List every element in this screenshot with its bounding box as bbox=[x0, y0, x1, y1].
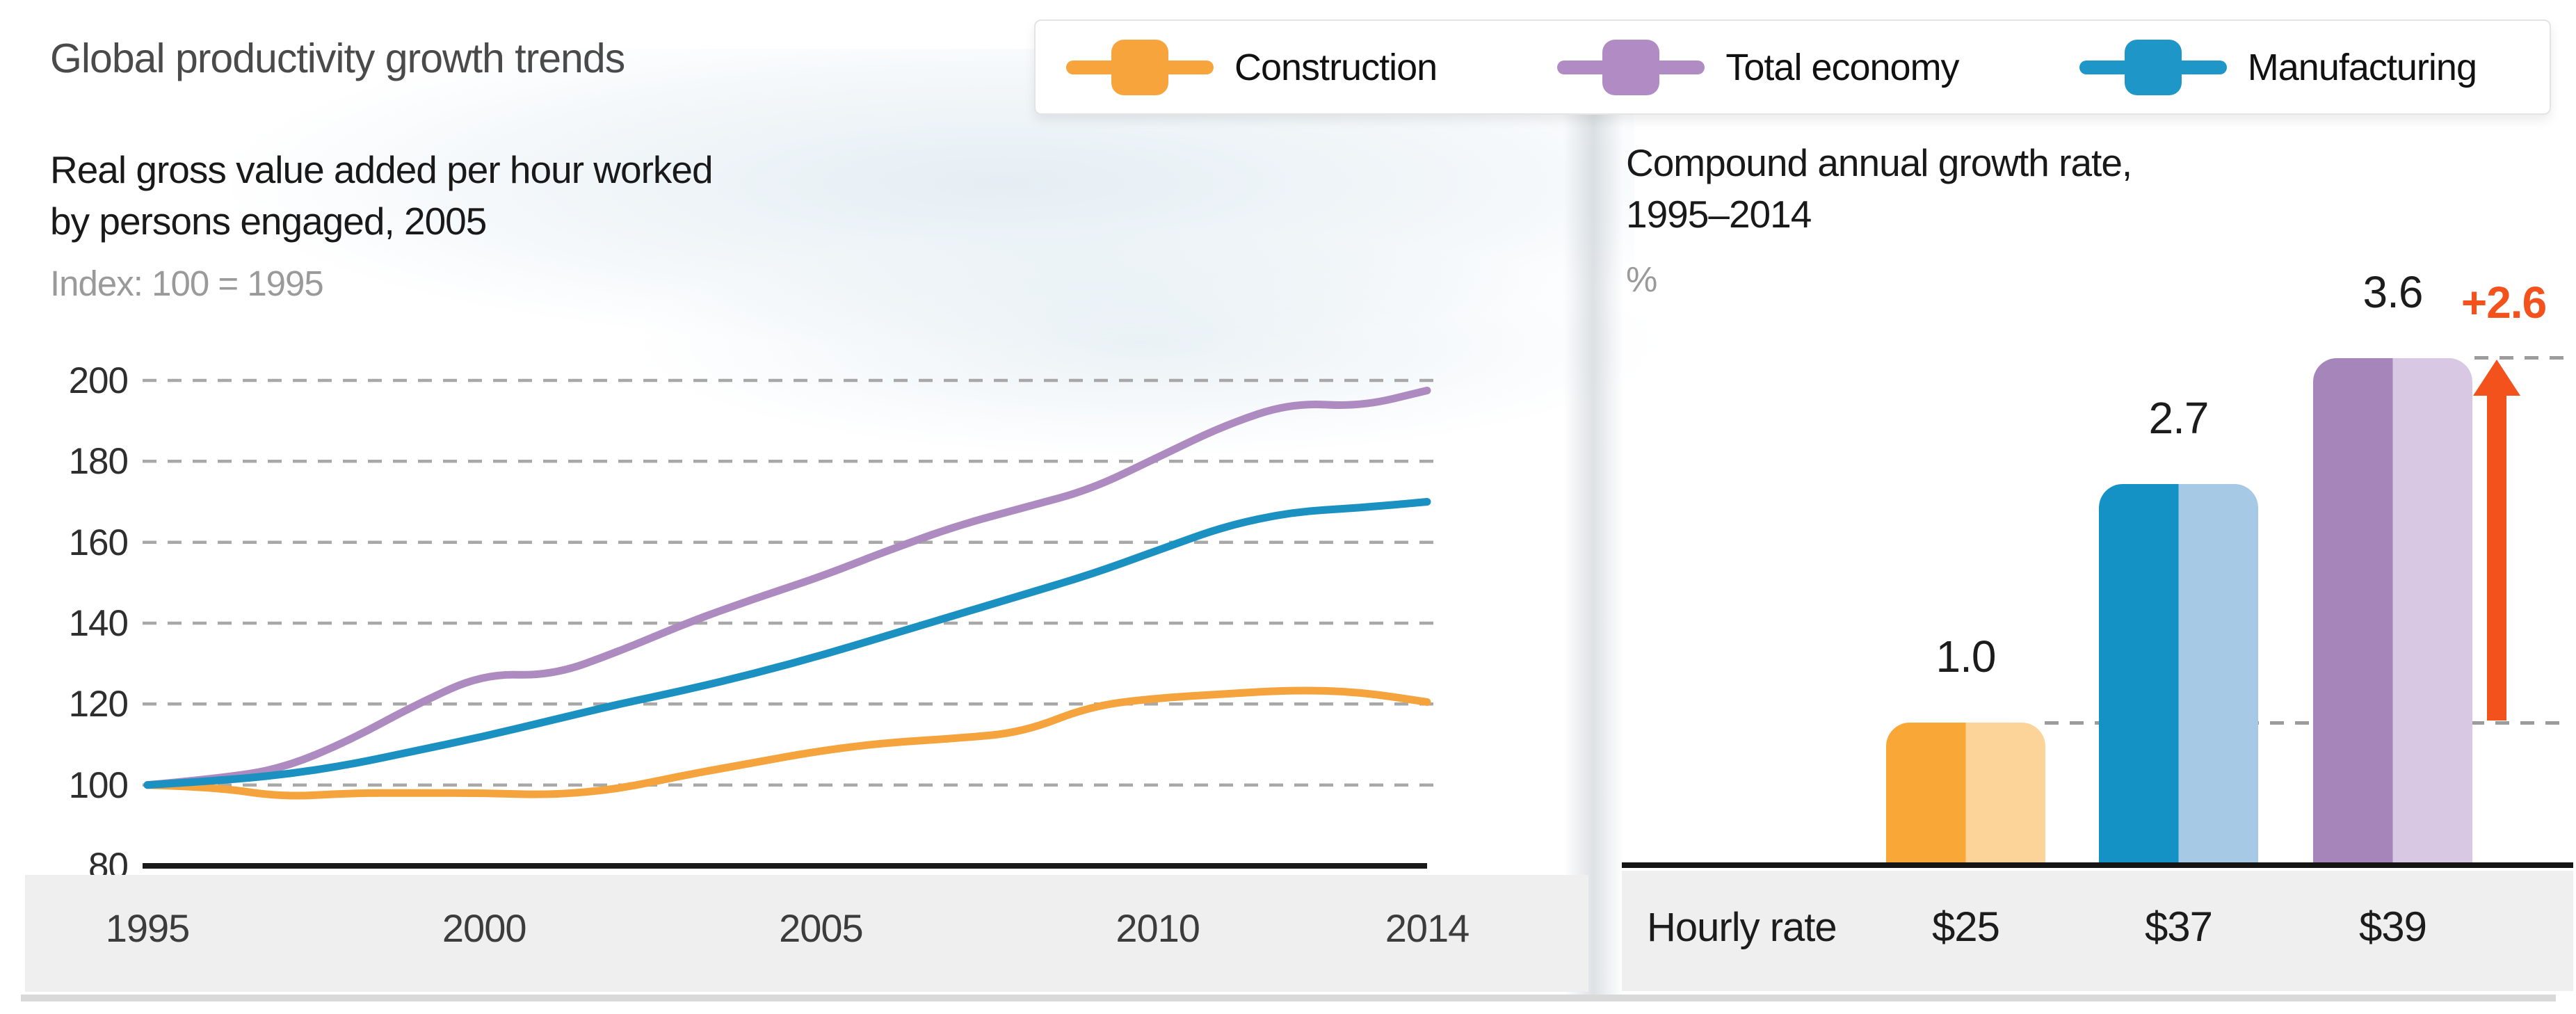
y-axis-label-180: 180 bbox=[68, 441, 129, 483]
x-axis-label-2005: 2005 bbox=[779, 906, 864, 950]
x-axis-label-2014: 2014 bbox=[1385, 906, 1470, 950]
construction-line-marker-icon bbox=[1066, 38, 1214, 97]
bar-value-construction: 1.0 bbox=[1935, 631, 1997, 682]
legend-label: Total economy bbox=[1725, 46, 1959, 88]
right-chart-title-line1: Compound annual growth rate, bbox=[1626, 141, 2132, 184]
hourly-rate-total-economy: $39 bbox=[2358, 903, 2427, 950]
right-chart-title-line2: 1995–2014 bbox=[1626, 193, 1812, 236]
bar-value-total-economy: 3.6 bbox=[2362, 266, 2424, 317]
bar-value-manufacturing: 2.7 bbox=[2148, 392, 2209, 443]
bar-manufacturing bbox=[2099, 484, 2258, 862]
legend-label: Construction bbox=[1234, 46, 1438, 88]
line-construction bbox=[143, 686, 1431, 800]
page-title: Global productivity growth trends bbox=[50, 35, 625, 81]
hourly-rate-label: Hourly rate bbox=[1647, 905, 1837, 950]
hourly-rate-construction: $25 bbox=[1931, 903, 2000, 950]
manufacturing-line-marker-icon bbox=[2079, 38, 2227, 97]
legend-label: Manufacturing bbox=[2247, 46, 2477, 88]
growth-arrow-shaft bbox=[2487, 393, 2506, 721]
x-axis-label-1995: 1995 bbox=[105, 906, 191, 950]
total-economy-line-marker-icon bbox=[1557, 38, 1705, 97]
growth-arrow-head bbox=[2473, 360, 2520, 396]
reference-dash-construction-level bbox=[2045, 721, 2570, 725]
delta-annotation: +2.6 bbox=[2461, 277, 2547, 328]
y-axis-label-120: 120 bbox=[68, 684, 129, 725]
bar-total-economy bbox=[2313, 358, 2472, 862]
bar-chart-baseline bbox=[1622, 862, 2573, 868]
bottom-divider bbox=[21, 995, 2556, 1001]
hourly-rate-manufacturing: $37 bbox=[2144, 903, 2213, 950]
left-chart-subtitle-line2: by persons engaged, 2005 bbox=[50, 200, 487, 243]
chart-legend: Construction Total economy Manufacturing bbox=[1034, 19, 2551, 115]
x-axis-label-2010: 2010 bbox=[1116, 906, 1200, 950]
x-axis-band bbox=[25, 875, 1588, 992]
y-axis-label-200: 200 bbox=[68, 360, 129, 401]
legend-item-construction: Construction bbox=[1066, 38, 1438, 97]
y-axis-label-160: 160 bbox=[68, 522, 129, 563]
y-axis-label-140: 140 bbox=[68, 603, 129, 644]
line-total-economy bbox=[143, 387, 1431, 789]
hourly-rate-band bbox=[1622, 871, 2573, 991]
y-axis-label-100: 100 bbox=[68, 764, 129, 806]
background-watermark-lower bbox=[626, 230, 1669, 459]
index-note: Index: 100 = 1995 bbox=[50, 264, 324, 303]
x-axis-label-2000: 2000 bbox=[442, 906, 527, 950]
photo-edge-strip bbox=[1563, 42, 1623, 998]
legend-item-manufacturing: Manufacturing bbox=[2079, 38, 2477, 97]
legend-item-total-economy: Total economy bbox=[1557, 38, 1960, 97]
line-manufacturing bbox=[143, 498, 1431, 789]
reference-dash-total-economy-level bbox=[2474, 356, 2572, 360]
bar-construction bbox=[1886, 723, 2045, 863]
unit-label: % bbox=[1626, 259, 1658, 299]
left-chart-subtitle-line1: Real gross value added per hour worked bbox=[50, 148, 714, 191]
